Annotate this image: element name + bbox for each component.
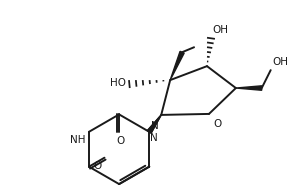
Text: HO: HO bbox=[110, 78, 126, 88]
Text: O: O bbox=[213, 119, 221, 129]
Text: OH: OH bbox=[212, 25, 228, 35]
Polygon shape bbox=[147, 115, 161, 133]
Text: N: N bbox=[150, 133, 158, 143]
Text: OH: OH bbox=[273, 57, 289, 67]
Text: NH: NH bbox=[70, 135, 86, 145]
Polygon shape bbox=[170, 51, 184, 80]
Text: N: N bbox=[151, 121, 159, 131]
Polygon shape bbox=[236, 86, 262, 90]
Text: O: O bbox=[93, 161, 102, 171]
Text: O: O bbox=[116, 136, 124, 146]
Polygon shape bbox=[147, 115, 161, 133]
